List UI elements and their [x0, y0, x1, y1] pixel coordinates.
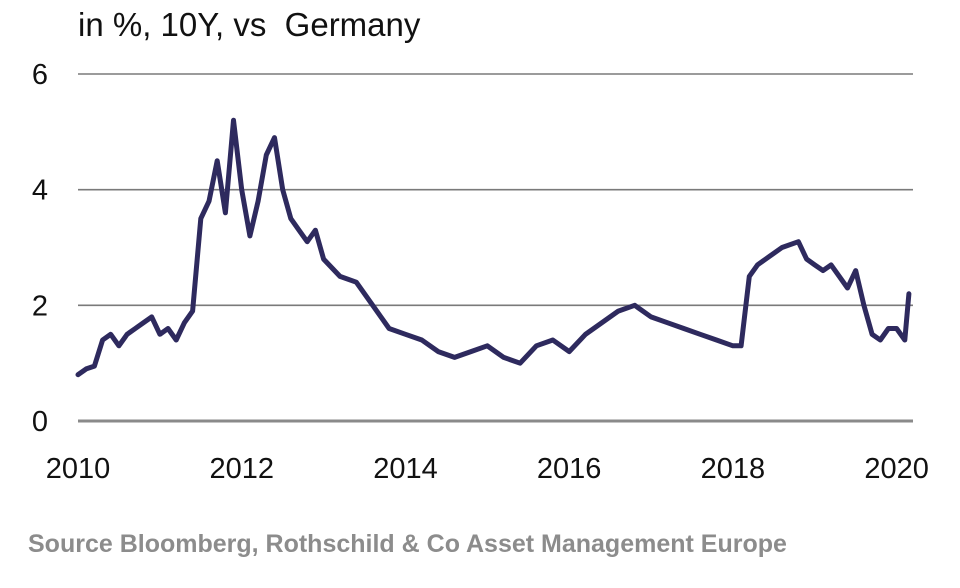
x-tick-label: 2010 [46, 453, 111, 485]
x-tick-label: 2020 [864, 453, 929, 485]
x-tick-label: 2016 [537, 453, 602, 485]
x-tick-label: 2018 [701, 453, 766, 485]
y-tick-label: 0 [32, 406, 48, 438]
x-tick-label: 2014 [373, 453, 438, 485]
x-tick-label: 2012 [209, 453, 274, 485]
source-note: Source Bloomberg, Rothschild & Co Asset … [28, 530, 787, 558]
y-axis-ticks: 0 2 4 6 [32, 59, 48, 438]
series-line [75, 117, 912, 378]
gridlines [78, 73, 913, 423]
series-layer [75, 117, 912, 378]
x-axis-ticks: 2010 2012 2014 2016 2018 2020 [46, 453, 929, 485]
y-tick-label: 4 [32, 175, 48, 207]
chart-title: in %, 10Y, vs Germany [78, 6, 421, 43]
y-tick-label: 6 [32, 59, 48, 91]
y-tick-label: 2 [32, 290, 48, 322]
